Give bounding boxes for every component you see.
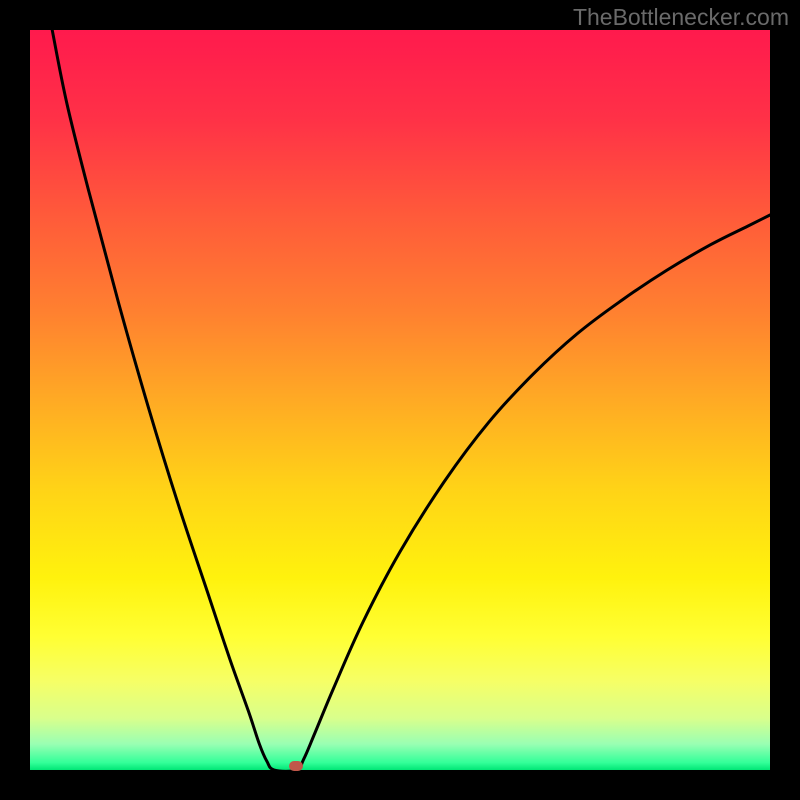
curve-layer	[30, 30, 770, 770]
plot-area	[30, 30, 770, 770]
minimum-marker	[289, 761, 303, 771]
bottleneck-curve	[52, 30, 770, 771]
watermark-text: TheBottlenecker.com	[573, 4, 789, 31]
figure: TheBottlenecker.com	[0, 0, 800, 800]
